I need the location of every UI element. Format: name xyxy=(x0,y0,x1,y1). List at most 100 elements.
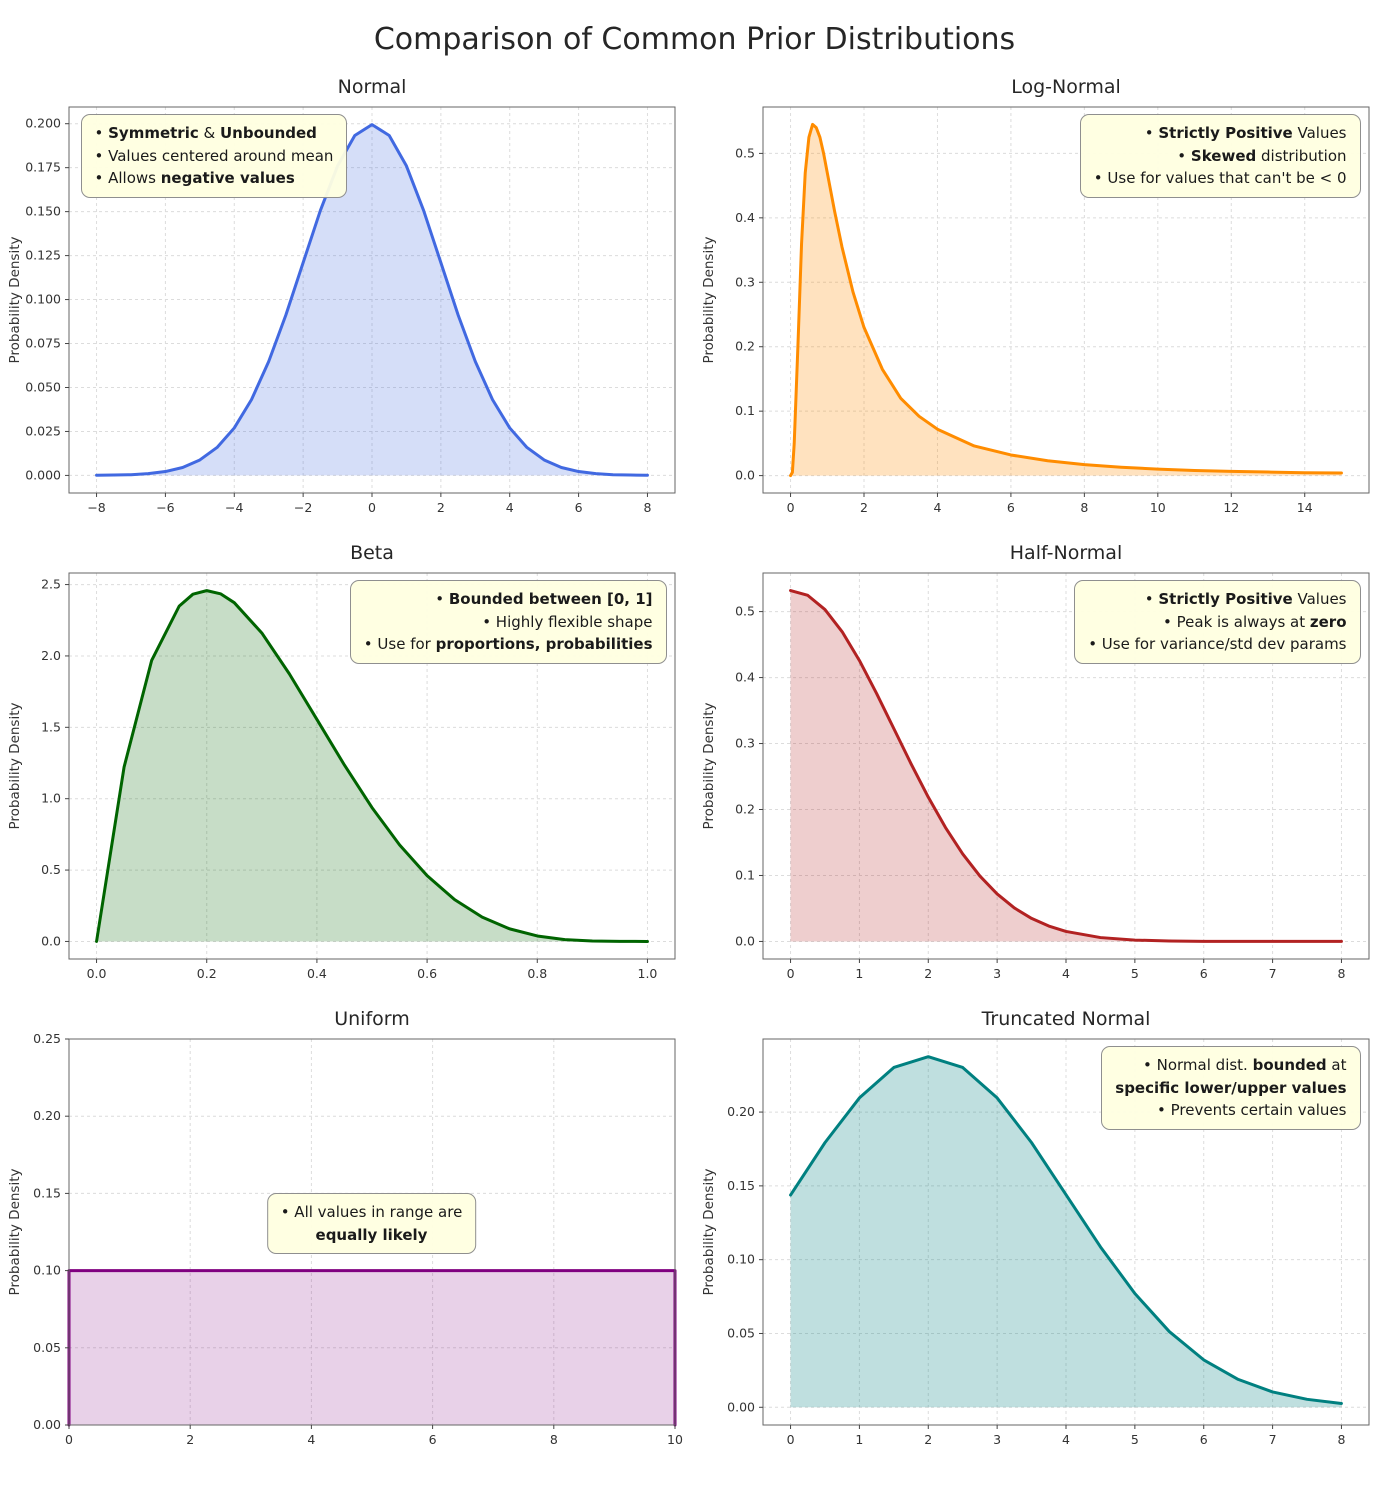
x-tick-label: 0 xyxy=(368,500,376,515)
y-tick-label: 0.3 xyxy=(735,736,755,751)
x-tick-label: 0.2 xyxy=(196,966,216,981)
x-tick-label: 2 xyxy=(924,1432,932,1447)
annotation-box: • Strictly Positive Values • Peak is alwa… xyxy=(1074,580,1361,664)
x-tick-label: 4 xyxy=(1062,966,1070,981)
x-tick-label: −6 xyxy=(156,500,174,515)
x-tick-label: 0.8 xyxy=(527,966,547,981)
y-tick-label: 0.20 xyxy=(727,1104,755,1119)
x-tick-label: −4 xyxy=(225,500,243,515)
y-tick-label: 1.5 xyxy=(41,719,61,734)
y-tick-label: 0.10 xyxy=(33,1263,61,1278)
subplot-uniform: 0 2 4 6 8 10 0.00 0.05 0.10 0.15 0.20 0.25 Uniform Pr… xyxy=(3,1003,693,1463)
y-tick-label: 0.05 xyxy=(33,1340,61,1355)
x-tick-label: 0.0 xyxy=(86,966,106,981)
subplot-title: Normal xyxy=(337,76,406,98)
subplot-normal: −8 −6 −4 −2 0 2 4 6 8 0.000 0.025 0.050 0.075 0.100 0.… xyxy=(3,71,693,531)
x-tick-label: 8 xyxy=(1337,966,1345,981)
subplot-title: Log-Normal xyxy=(1011,76,1121,98)
x-tick-label: 0 xyxy=(786,500,794,515)
chart-canvas: 0 2 4 6 8 10 0.00 0.05 0.10 0.15 0.20 0.25 Uniform Pr… xyxy=(7,1008,683,1447)
y-tick-label: 0.100 xyxy=(25,292,61,307)
y-tick-label: 0.150 xyxy=(25,204,61,219)
annotation-line: • Allows negative values xyxy=(94,169,295,187)
chart-canvas: 0 1 2 3 4 5 6 7 8 0.0 0.1 0.2 0.3 0.4 0.5 Half-Normal Pr… xyxy=(701,542,1369,981)
subplot-half-normal: 0 1 2 3 4 5 6 7 8 0.0 0.1 0.2 0.3 0.4 0.5 Half-Normal Pr… xyxy=(697,537,1387,997)
y-axis-label: Probability Density xyxy=(701,703,717,830)
y-tick-label: 0.5 xyxy=(41,862,61,877)
subplot-title: Beta xyxy=(350,542,394,564)
x-tick-label: 2 xyxy=(860,500,868,515)
y-tick-label: 1.0 xyxy=(41,791,61,806)
y-tick-label: 0.25 xyxy=(33,1031,61,1046)
y-tick-label: 0.000 xyxy=(25,467,61,482)
x-tick-label: 6 xyxy=(1006,500,1014,515)
x-tick-label: 0 xyxy=(786,966,794,981)
y-tick-label: 0.15 xyxy=(727,1178,755,1193)
x-tick-label: −2 xyxy=(293,500,311,515)
y-tick-label: 0.0 xyxy=(735,933,755,948)
x-tick-label: 6 xyxy=(1199,1432,1207,1447)
annotation-box: • Symmetric & Unbounded • Values centered… xyxy=(80,114,348,198)
x-tick-label: 1.0 xyxy=(637,966,657,981)
x-tick-label: 8 xyxy=(1337,1432,1345,1447)
y-tick-label: 0.175 xyxy=(25,160,61,175)
y-tick-label: 0.2 xyxy=(735,339,755,354)
y-tick-label: 0.125 xyxy=(25,248,61,263)
annotation-line: • Skewed distribution xyxy=(1177,146,1347,165)
x-tick-label: 8 xyxy=(1080,500,1088,515)
y-tick-label: 0.1 xyxy=(735,403,755,418)
x-tick-label: 3 xyxy=(993,1432,1001,1447)
x-tick-label: 0.4 xyxy=(306,966,326,981)
x-tick-label: 8 xyxy=(643,500,651,515)
chart-canvas: 0.0 0.2 0.4 0.6 0.8 1.0 0.0 0.5 1.0 1.5 2.0 2.5 Beta… xyxy=(7,542,675,981)
x-tick-label: 4 xyxy=(307,1432,315,1447)
x-tick-label: 14 xyxy=(1296,500,1312,515)
x-tick-label: 7 xyxy=(1268,966,1276,981)
y-tick-label: 0.2 xyxy=(735,802,755,817)
x-tick-label: 6 xyxy=(428,1432,436,1447)
x-tick-label: 10 xyxy=(1149,500,1165,515)
x-tick-label: 10 xyxy=(667,1432,683,1447)
y-tick-label: 0.050 xyxy=(25,379,61,394)
page-title: Comparison of Common Prior Distributions xyxy=(373,22,1016,57)
annotation-line: • Strictly Positive Values xyxy=(1144,124,1347,142)
y-tick-label: 0.0 xyxy=(735,468,755,483)
annotation-line: • Prevents certain values xyxy=(1157,1101,1347,1119)
annotation-box: • All values in range are equally likely xyxy=(266,1193,477,1255)
y-tick-label: 0.1 xyxy=(735,867,755,882)
y-tick-label: 0.5 xyxy=(735,145,755,160)
y-tick-label: 2.5 xyxy=(41,577,61,592)
subplot-beta: 0.0 0.2 0.4 0.6 0.8 1.0 0.0 0.5 1.0 1.5 2.0 2.5 Beta… xyxy=(3,537,693,997)
x-tick-label: 2 xyxy=(924,966,932,981)
x-tick-label: 5 xyxy=(1130,966,1138,981)
subplot-log-normal: 0 2 4 6 8 10 12 14 0.0 0.1 0.2 0.3 0.4 0.5 Log-Normal P… xyxy=(697,71,1387,531)
x-tick-label: 4 xyxy=(933,500,941,515)
y-axis-label: Probability Density xyxy=(701,1169,717,1296)
chart-canvas: −8 −6 −4 −2 0 2 4 6 8 0.000 0.025 0.050 0.075 0.100 0.… xyxy=(7,76,675,515)
annotation-line: • Symmetric & Unbounded xyxy=(94,124,317,142)
annotation-box: • Normal dist. bounded at specific lower/… xyxy=(1101,1046,1361,1130)
annotation-box: • Strictly Positive Values • Skewed distr… xyxy=(1079,114,1361,198)
annotation-line: • Use for proportions, probabilities xyxy=(363,635,653,653)
charts-grid: −8 −6 −4 −2 0 2 4 6 8 0.000 0.025 0.050 0.075 0.100 0.… xyxy=(0,71,1389,1463)
subplot-title: Uniform xyxy=(334,1008,410,1030)
annotation-line: • Strictly Positive Values xyxy=(1144,590,1347,608)
y-tick-label: 2.0 xyxy=(41,648,61,663)
y-tick-label: 0.5 xyxy=(735,604,755,619)
annotation-line: equally likely xyxy=(315,1225,428,1244)
y-tick-label: 0.4 xyxy=(735,670,755,685)
chart-canvas: 0 1 2 3 4 5 6 7 8 0.00 0.05 0.10 0.15 0.20 Truncated N… xyxy=(701,1008,1369,1447)
y-tick-label: 0.00 xyxy=(33,1417,61,1432)
x-tick-label: 6 xyxy=(1199,966,1207,981)
x-tick-label: 5 xyxy=(1130,1432,1138,1447)
x-tick-label: −8 xyxy=(87,500,105,515)
x-tick-label: 3 xyxy=(993,966,1001,981)
y-tick-label: 0.0 xyxy=(41,933,61,948)
y-axis-label: Probability Density xyxy=(701,237,717,364)
y-tick-label: 0.00 xyxy=(727,1399,755,1414)
y-tick-label: 0.075 xyxy=(25,336,61,351)
annotation-line: • Use for variance/std dev params xyxy=(1088,635,1347,653)
y-tick-label: 0.200 xyxy=(25,116,61,131)
x-tick-label: 0 xyxy=(786,1432,794,1447)
annotation-line: specific lower/upper values xyxy=(1115,1078,1347,1097)
